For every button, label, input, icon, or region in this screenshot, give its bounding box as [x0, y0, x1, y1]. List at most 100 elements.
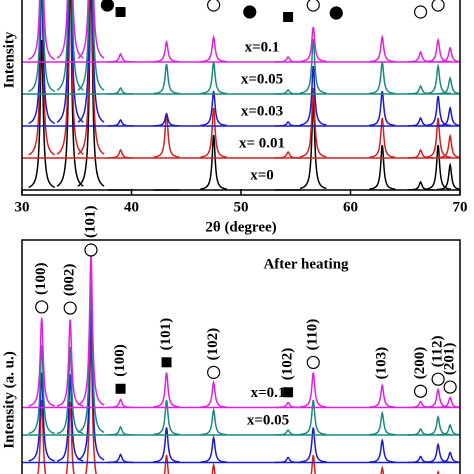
- peak: [369, 383, 396, 408]
- peak: [369, 34, 396, 63]
- peak: [153, 112, 180, 158]
- peak: [436, 423, 460, 436]
- peak: [310, 454, 316, 474]
- peak: [424, 415, 452, 436]
- peak: [424, 95, 452, 127]
- phase-marker: [329, 6, 343, 20]
- peak: [28, 372, 56, 462]
- peak-label: (110): [305, 319, 321, 351]
- x-tick-label: 40: [124, 199, 139, 215]
- peak: [274, 56, 302, 63]
- y-axis-label: Intensity (a. u.): [1, 351, 17, 449]
- phase-marker: [100, 0, 115, 12]
- peak-label: (112): [430, 336, 446, 368]
- annotation: After heating: [263, 256, 349, 272]
- x-tick-label: 60: [343, 199, 358, 215]
- phase-marker: [413, 5, 428, 19]
- peak: [56, 374, 84, 462]
- peak: [299, 87, 327, 158]
- phase-marker: [207, 365, 221, 379]
- peak: [274, 429, 302, 436]
- phase-marker: [115, 7, 126, 17]
- peak: [407, 180, 434, 191]
- peak: [424, 63, 452, 95]
- phase-marker: [283, 12, 294, 22]
- axes-frame: [21, 239, 461, 474]
- peak: [369, 410, 396, 436]
- peak: [56, 346, 84, 435]
- peak: [28, 0, 56, 61]
- peak: [274, 401, 302, 409]
- x-tick-label: 30: [15, 199, 30, 215]
- peak: [28, 39, 56, 189]
- peak: [436, 46, 460, 63]
- peak: [200, 379, 227, 408]
- peak: [107, 453, 134, 464]
- x-axis-label: 2θ (degree): [205, 219, 276, 235]
- peak: [200, 34, 227, 63]
- peak: [436, 133, 460, 159]
- peak: [300, 372, 327, 408]
- peak: [300, 399, 327, 436]
- peak: [153, 63, 180, 95]
- peak: [85, 336, 97, 474]
- peak: [200, 107, 227, 158]
- peak: [369, 61, 396, 95]
- peak: [300, 65, 327, 126]
- peak: [107, 398, 134, 409]
- peak: [380, 465, 385, 474]
- series-label: x=0.03: [241, 103, 283, 119]
- y-axis-label: Intensity: [1, 31, 17, 88]
- phase-marker: [306, 0, 320, 12]
- phase-marker: [84, 243, 98, 257]
- peak-label: (101): [158, 318, 174, 351]
- series-label: x=0.1: [245, 39, 280, 55]
- peak: [153, 112, 180, 127]
- peak: [28, 0, 56, 93]
- peak: [436, 162, 460, 191]
- peak: [56, 0, 84, 123]
- peak-label: (200): [412, 347, 428, 380]
- peak: [369, 144, 396, 190]
- phase-marker: [431, 0, 445, 12]
- peak: [56, 0, 84, 91]
- peak: [77, 0, 105, 59]
- phase-marker: [115, 383, 126, 394]
- peak: [28, 344, 56, 435]
- peak: [300, 38, 327, 94]
- peak-label: (100): [33, 262, 49, 295]
- series-label: x=0.1: [251, 385, 286, 401]
- series-label: x=0.05: [247, 412, 289, 428]
- series-label: x=0: [250, 167, 274, 183]
- phase-marker: [443, 380, 457, 394]
- peak: [163, 454, 170, 474]
- peak-label: (101): [82, 206, 98, 239]
- plot-area: [22, 0, 460, 191]
- peak: [77, 0, 105, 187]
- peak: [56, 0, 84, 59]
- peak: [200, 434, 227, 463]
- peak: [77, 0, 105, 155]
- peak: [200, 90, 227, 127]
- phase-marker: [306, 355, 320, 370]
- x-tick-label: 50: [234, 199, 249, 215]
- peak: [28, 0, 56, 125]
- peak: [274, 151, 302, 159]
- phase-marker: [243, 5, 257, 19]
- phase-marker: [207, 0, 221, 12]
- peak: [436, 451, 460, 464]
- peak: [77, 309, 105, 461]
- peak: [299, 99, 327, 190]
- peak: [77, 0, 105, 123]
- plot-area: [22, 254, 460, 474]
- peak: [424, 144, 452, 190]
- peak: [369, 117, 396, 159]
- peak: [424, 37, 452, 63]
- peak: [369, 90, 396, 127]
- phase-marker: [283, 387, 294, 398]
- peak: [424, 442, 452, 463]
- peak: [37, 399, 47, 474]
- peak: [300, 26, 327, 63]
- phase-marker: [413, 384, 428, 398]
